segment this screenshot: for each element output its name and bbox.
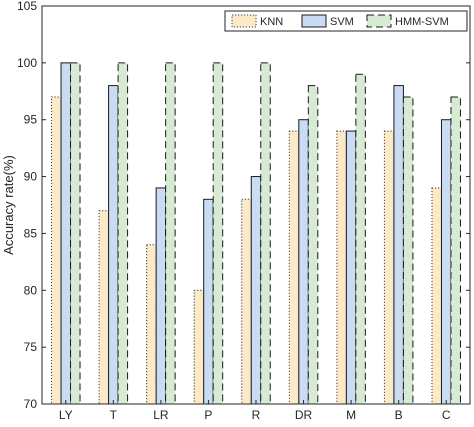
bar-hmm-svm-dr xyxy=(307,85,319,405)
x-tick-label-b: B xyxy=(395,408,403,422)
y-tick-label-85: 85 xyxy=(24,226,38,240)
y-tick-label-70: 70 xyxy=(24,397,38,411)
x-tick-label-t: T xyxy=(110,408,118,422)
bar-svm-r xyxy=(250,176,262,405)
legend-swatch-knn xyxy=(231,14,257,28)
bar-hmm-svm-p xyxy=(212,62,224,405)
bar-hmm-svm-m xyxy=(355,73,366,405)
x-tick-label-r: R xyxy=(252,408,261,422)
bar-knn-m xyxy=(336,130,347,405)
legend-label-svm: SVM xyxy=(330,16,354,28)
y-tick-label-80: 80 xyxy=(24,283,38,297)
legend-label-knn: KNN xyxy=(260,16,283,28)
bar-knn-t xyxy=(98,210,110,405)
bar-knn-dr xyxy=(288,130,300,405)
bar-hmm-svm-b xyxy=(402,96,414,405)
bar-hmm-svm-r xyxy=(260,62,271,405)
bar-hmm-svm-t xyxy=(117,62,129,405)
bar-svm-p xyxy=(203,198,214,405)
bar-knn-b xyxy=(383,130,395,405)
bar-svm-b xyxy=(393,85,404,405)
bar-hmm-svm-c xyxy=(450,96,461,405)
y-tick-label-105: 105 xyxy=(17,0,37,13)
legend-label-hmm-svm: HMM-SVM xyxy=(395,16,449,28)
bar-svm-lr xyxy=(155,187,167,405)
legend: KNN SVM HMM-SVM xyxy=(224,10,468,32)
y-tick-label-75: 75 xyxy=(24,340,38,354)
bar-hmm-svm-ly xyxy=(70,62,81,405)
bar-svm-ly xyxy=(60,62,72,405)
bar-svm-c xyxy=(440,119,452,405)
bar-svm-m xyxy=(345,130,357,405)
bar-svm-dr xyxy=(298,119,309,405)
legend-box xyxy=(224,10,468,32)
bars-layer xyxy=(51,62,461,405)
y-axis-label: Accuracy rate(%) xyxy=(1,155,16,255)
x-tick-label-p: P xyxy=(204,408,212,422)
bar-knn-ly xyxy=(51,96,62,405)
x-tick-label-ly: LY xyxy=(59,408,73,422)
x-tick-label-c: C xyxy=(442,408,451,422)
bar-knn-c xyxy=(431,187,442,405)
bar-svm-t xyxy=(108,85,119,405)
x-tick-label-lr: LR xyxy=(153,408,169,422)
x-tick-label-dr: DR xyxy=(295,408,313,422)
y-tick-label-100: 100 xyxy=(17,56,37,70)
legend-swatch-hmm-svm xyxy=(366,14,392,28)
y-tick-label-90: 90 xyxy=(24,170,38,184)
bar-hmm-svm-lr xyxy=(165,62,176,405)
y-tick-label-95: 95 xyxy=(24,113,38,127)
bar-knn-p xyxy=(193,289,205,405)
legend-swatch-svm xyxy=(301,14,327,28)
bar-knn-r xyxy=(241,198,252,405)
x-tick-label-m: M xyxy=(346,408,356,422)
bar-knn-lr xyxy=(146,244,157,405)
ticks-layer: 70 75 80 85 90 95 100 105 LY T LR P R DR M B C xyxy=(17,0,470,422)
